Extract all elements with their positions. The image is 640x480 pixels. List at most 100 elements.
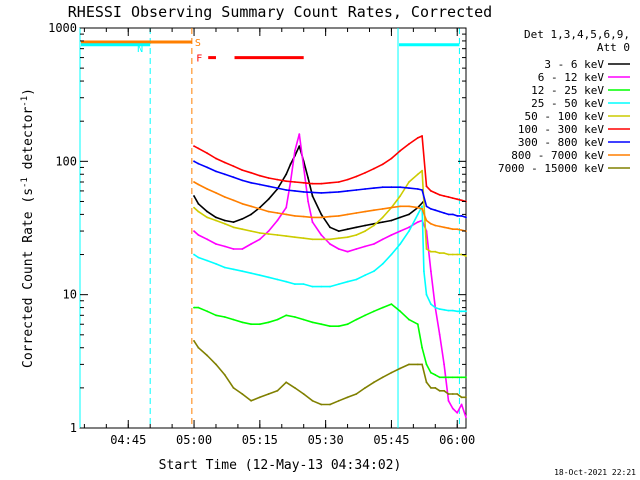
series-6-point (381, 186, 384, 189)
series-1-point (438, 333, 441, 336)
series-8-point (373, 381, 375, 384)
series-7-point (337, 215, 340, 217)
series-line-0 (193, 145, 425, 232)
series-8-point (465, 396, 467, 399)
series-3-point (215, 263, 217, 265)
series-2-point (294, 316, 296, 318)
series-3-point (465, 310, 467, 313)
series-6-point (302, 191, 305, 193)
series-3-point (381, 263, 384, 265)
series-8-point (346, 396, 349, 399)
series-6-point (456, 215, 459, 217)
series-5-point (223, 161, 226, 164)
series-5-point (215, 157, 217, 160)
series-5-point (399, 149, 402, 152)
series-3-point (285, 280, 288, 283)
series-3-point (241, 270, 244, 273)
series-6-point (232, 176, 235, 179)
series-8-point (408, 363, 410, 366)
series-4-point (206, 216, 209, 219)
series-0-point (320, 213, 323, 216)
series-2-point (346, 323, 349, 326)
series-7-point (355, 212, 358, 214)
series-3-point (197, 256, 200, 259)
series-1-point (447, 399, 450, 402)
series-0-point (329, 226, 331, 229)
series-6-point (329, 191, 331, 194)
series-1-point (408, 226, 410, 229)
series-2-point (416, 323, 419, 326)
series-2-point (438, 376, 441, 379)
series-3-point (443, 308, 445, 311)
series-4-point (294, 236, 296, 239)
series-3-point (232, 268, 235, 271)
series-2-point (329, 325, 331, 328)
series-8-point (434, 387, 437, 389)
series-8-point (416, 363, 419, 366)
series-8-point (456, 393, 459, 395)
series-6-point (443, 212, 445, 214)
series-0-point (307, 177, 309, 179)
series-3-point (311, 285, 314, 288)
series-3-point (294, 283, 296, 285)
series-1-point (329, 243, 331, 245)
series-5-point (460, 199, 463, 202)
series-3-point (451, 309, 454, 312)
series-7-point (430, 222, 432, 225)
series-4-point (311, 238, 314, 241)
series-1-point (373, 243, 375, 245)
series-3-point (456, 310, 459, 313)
series-2-point (267, 321, 270, 324)
series-2-point (258, 323, 261, 326)
series-7-point (258, 208, 261, 210)
x-axis: 04:45 05:00 05:15 05:30 05:45 06:00 (83, 28, 475, 447)
series-3-point (346, 280, 349, 283)
series-2-point (456, 376, 459, 379)
series-1-point (465, 416, 467, 419)
series-6-point (355, 189, 358, 191)
series-7-point (438, 225, 441, 228)
series-5-point (346, 178, 349, 181)
series-7-point (381, 208, 384, 210)
series-2-point (443, 376, 445, 379)
flag-label-n: N (137, 44, 143, 55)
series-4-point (447, 253, 450, 256)
series-5-point (241, 169, 244, 172)
interval-lines (79, 28, 460, 428)
series-1-point (364, 245, 366, 248)
series-7-point (373, 209, 375, 212)
series-2-point (421, 346, 423, 349)
series-4-point (364, 230, 366, 233)
series-0-point (311, 195, 314, 197)
series-0-point (232, 221, 235, 224)
series-2-point (381, 306, 384, 309)
series-6-point (311, 191, 314, 194)
series-8-point (421, 363, 423, 366)
series-1-point (215, 243, 217, 245)
series-4-point (320, 238, 323, 241)
series-7-point (241, 202, 244, 205)
series-2-point (320, 323, 323, 326)
legend-label-8: 7000 - 15000 keV (498, 162, 604, 175)
series-0-point (215, 216, 217, 219)
series-7-point (456, 228, 459, 231)
series-0-point (408, 213, 410, 216)
series-5-point (302, 181, 305, 184)
series-2-point (311, 321, 314, 324)
series-2-point (197, 306, 200, 309)
x-tick-label: 05:15 (242, 433, 278, 447)
series-5-point (373, 167, 375, 170)
series-4-point (232, 226, 235, 229)
legend-label-4: 50 - 100 keV (525, 110, 605, 123)
series-1-point (302, 166, 305, 169)
series-1-point (451, 407, 454, 410)
series-8-point (285, 381, 288, 384)
series-6-point (373, 187, 375, 190)
series-2-point (373, 310, 375, 313)
legend-label-1: 6 - 12 keV (538, 71, 605, 84)
series-0-point (206, 210, 209, 213)
series-8-point (206, 354, 209, 357)
series-7-point (421, 208, 423, 210)
series-2-point (193, 306, 195, 309)
